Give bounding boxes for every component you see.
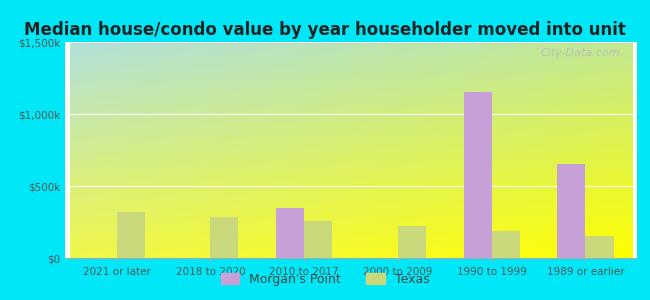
Bar [116, 212, 145, 258]
Text: Median house/condo value by year householder moved into unit: Median house/condo value by year househo… [24, 21, 626, 39]
Bar [211, 217, 239, 258]
Legend: Morgan's Point, Texas: Morgan's Point, Texas [216, 268, 434, 291]
Text: City-Data.com: City-Data.com [540, 49, 620, 58]
Bar [463, 92, 491, 258]
Bar [586, 236, 614, 258]
Bar [398, 226, 426, 258]
Bar [304, 221, 332, 258]
Bar [491, 231, 520, 258]
Bar [276, 208, 304, 258]
Bar [557, 164, 586, 258]
